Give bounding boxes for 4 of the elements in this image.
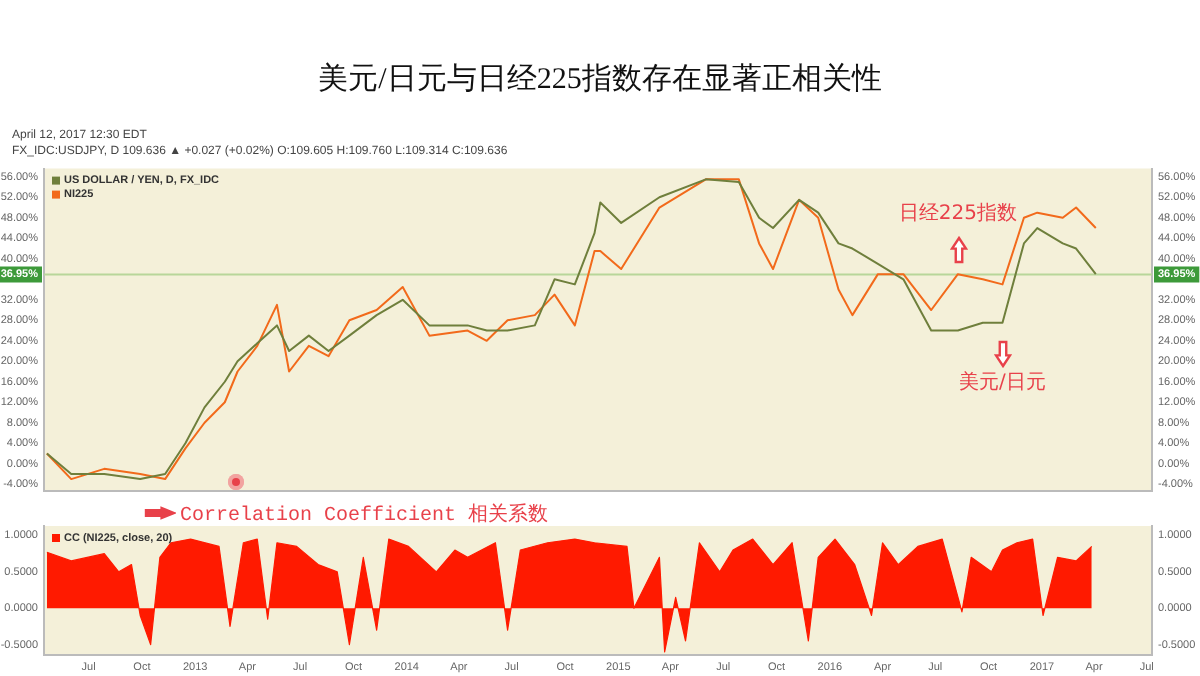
annotation: Correlation Coefficient 相关系数: [180, 501, 549, 528]
annotation: 美元/日元: [959, 370, 1046, 395]
annotation: 日经225指数: [898, 201, 1017, 226]
chart-title: 美元/日元与日经225指数存在显著正相关性: [316, 60, 884, 98]
